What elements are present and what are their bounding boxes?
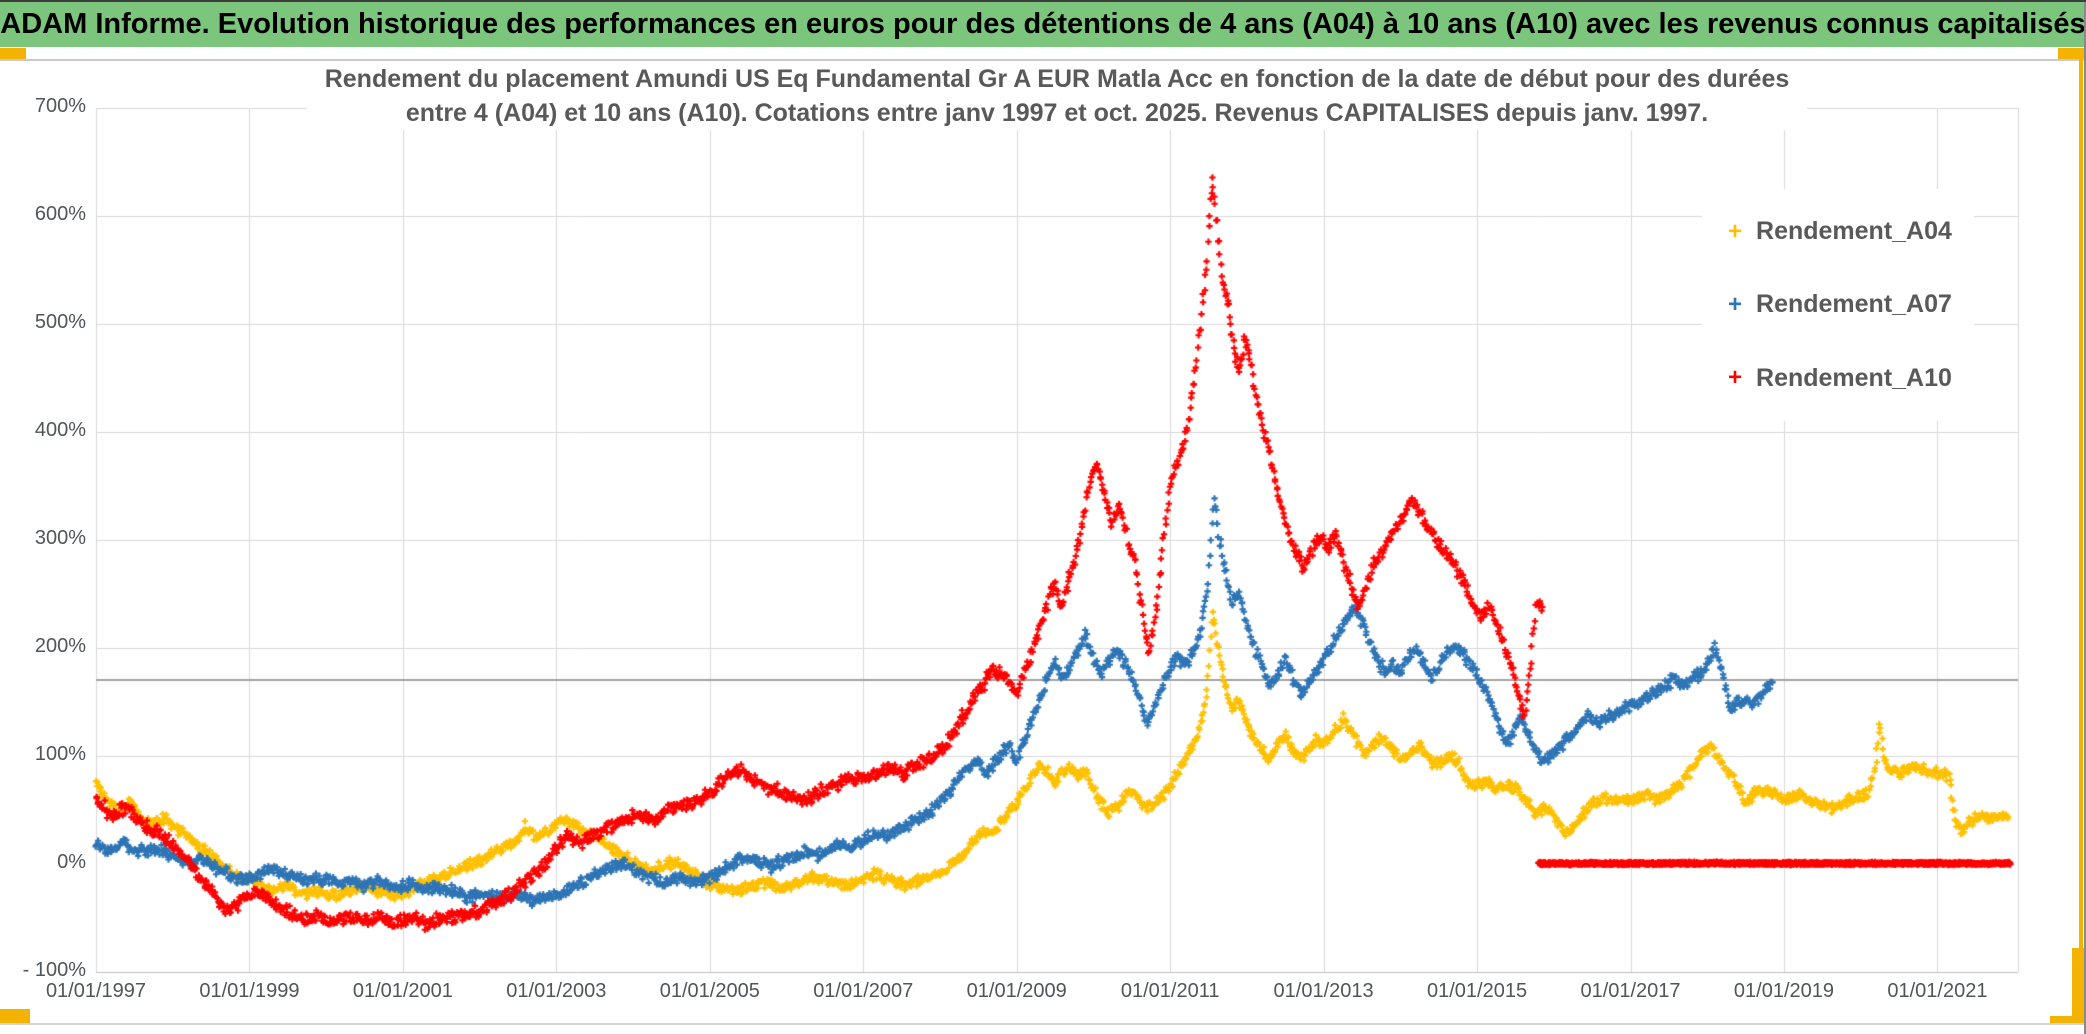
x-axis-label-2007: 01/01/2007 (813, 980, 914, 1002)
chart-legend: + Rendement_A04 + Rendement_A07 + Rendement_A… (1702, 189, 1974, 421)
y-axis-label-200: 200% (34, 635, 86, 657)
x-axis-label-2009: 01/01/2009 (966, 980, 1067, 1002)
x-axis-label-1999: 01/01/1999 (199, 980, 300, 1002)
legend-label: Rendement_A04 (1756, 217, 1952, 246)
yellow-accent-top-left (0, 48, 26, 59)
chart-area: Rendement du placement Amundi US Eq Fund… (0, 59, 2086, 1023)
y-axis-label-100: 100% (34, 743, 86, 765)
y-axis-label-300: 300% (34, 527, 86, 549)
yellow-accent-top-right (2058, 48, 2086, 59)
x-axis-label-2021: 01/01/2021 (1887, 980, 1988, 1002)
chart-title-line1: Rendement du placement Amundi US Eq Fund… (324, 65, 1790, 93)
legend-item-Rendement_A04: + Rendement_A04 (1702, 217, 1974, 246)
report-title: ADAM Informe. Evolution historique des p… (0, 8, 2086, 40)
legend-label: Rendement_A10 (1756, 363, 1952, 392)
plus-marker-icon: + (1728, 290, 1743, 318)
x-axis-label-2005: 01/01/2005 (659, 980, 760, 1002)
y-axis-label-0: 0% (57, 851, 86, 873)
plus-marker-icon: + (1728, 364, 1743, 392)
x-axis-label-2017: 01/01/2017 (1580, 980, 1681, 1002)
legend-item-Rendement_A10: + Rendement_A10 (1702, 364, 1974, 393)
x-axis-label-2015: 01/01/2015 (1427, 980, 1528, 1002)
bottom-divider-line (0, 1023, 2086, 1025)
y-axis-label-500: 500% (34, 311, 86, 333)
legend-item-Rendement_A07: + Rendement_A07 (1702, 290, 1974, 319)
x-axis-label-1997: 01/01/1997 (45, 980, 147, 1002)
y-axis-label-600: 600% (34, 203, 86, 225)
y-axis-label--100: - 100% (22, 959, 86, 981)
chart-title: Rendement du placement Amundi US Eq Fund… (307, 62, 1807, 130)
plus-marker-icon: + (1728, 217, 1743, 245)
y-axis-label-400: 400% (34, 419, 86, 441)
x-axis-label-2013: 01/01/2013 (1273, 980, 1374, 1002)
x-axis-label-2019: 01/01/2019 (1733, 980, 1835, 1002)
legend-label: Rendement_A07 (1756, 290, 1952, 319)
x-axis-label-2001: 01/01/2001 (352, 980, 453, 1002)
x-axis-label-2011: 01/01/2011 (1120, 980, 1220, 1002)
x-axis-label-2003: 01/01/2003 (506, 980, 607, 1002)
chart-title-line2: entre 4 (A04) et 10 ans (A10). Cotations… (405, 99, 1709, 127)
report-header-banner: ADAM Informe. Evolution historique des p… (0, 2, 2086, 47)
y-axis-label-700: 700% (34, 95, 86, 117)
